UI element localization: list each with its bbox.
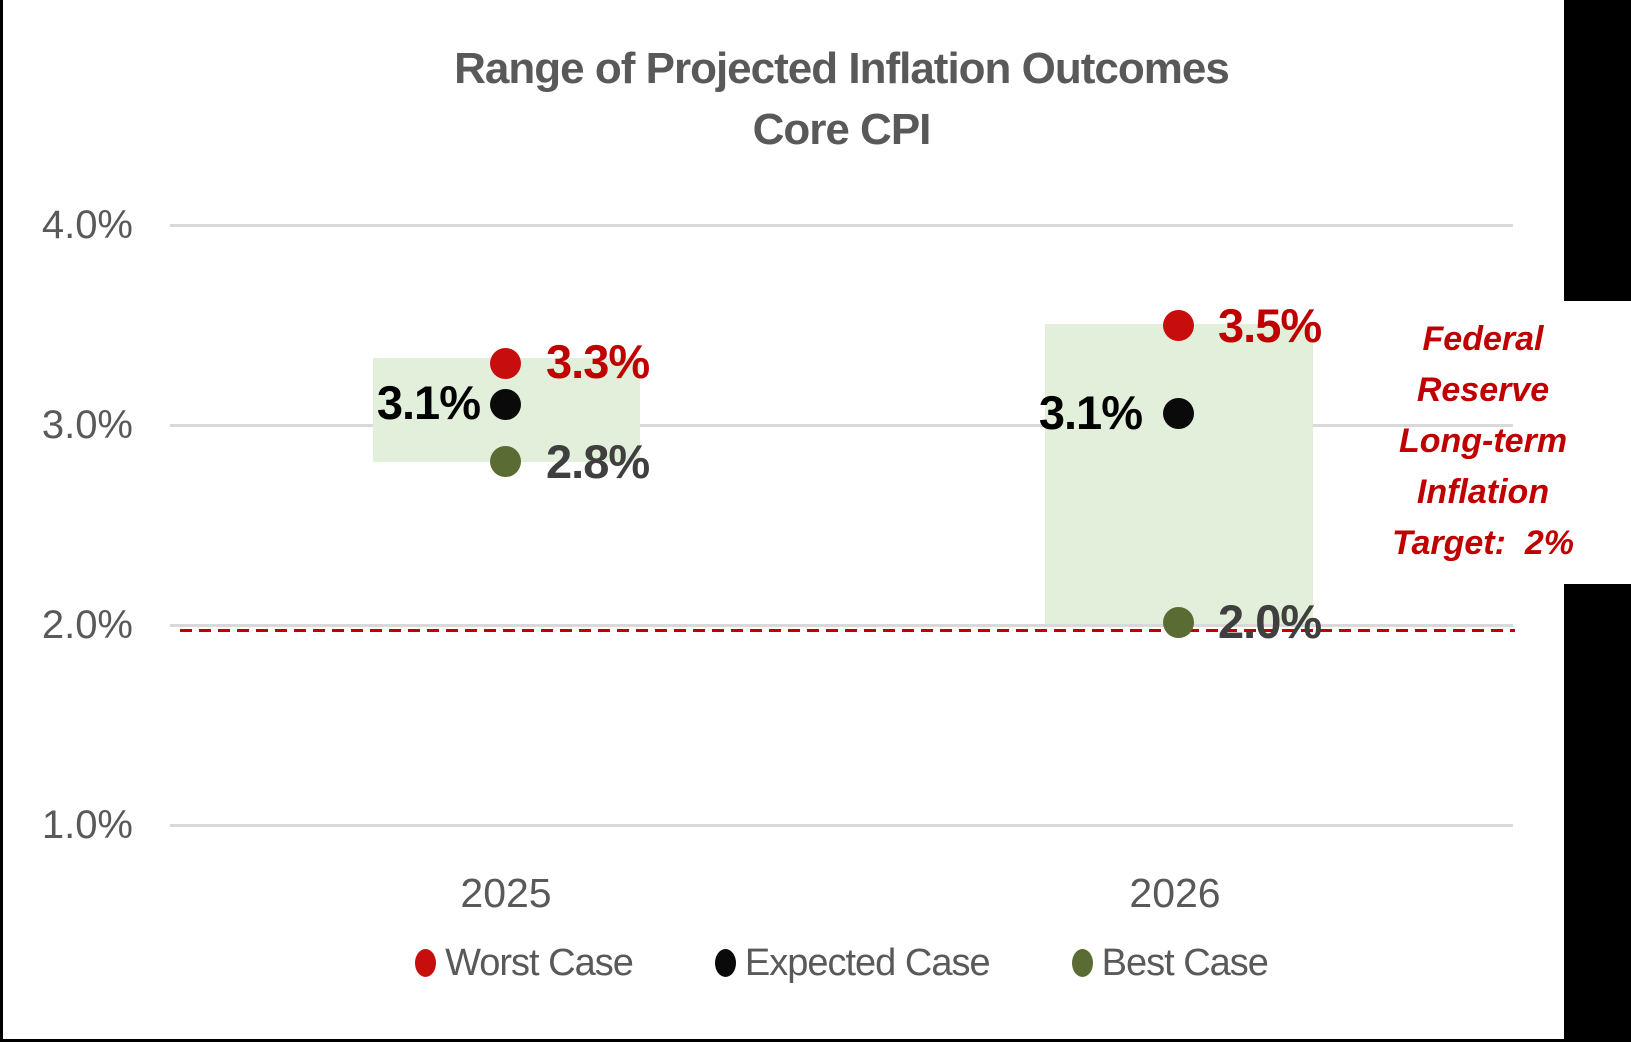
expected-case-dot-2026 (1163, 398, 1194, 429)
legend-label-worst-case: Worst Case (445, 941, 634, 984)
gridline-2-percent (170, 624, 1513, 627)
annotation-line-1: Federal (1422, 320, 1544, 358)
worst-case-label-2025: 3.3% (546, 335, 650, 388)
gridline-1-percent (170, 824, 1513, 827)
expected-case-marker-icon (714, 949, 736, 977)
worst-case-dot-2025 (490, 348, 521, 379)
worst-case-marker-icon (415, 949, 437, 977)
legend-label-best-case: Best Case (1101, 941, 1269, 984)
chart-title-line1: Range of Projected Inflation Outcomes (454, 44, 1230, 93)
best-case-marker-icon (1071, 949, 1093, 977)
ytick-4-percent: 4.0% (41, 203, 133, 247)
annotation-line-5: Target: 2% (1391, 524, 1574, 562)
expected-case-dot-2025 (490, 389, 521, 420)
fed-target-annotation: Federal Reserve Long-term Inflation Targ… (1385, 314, 1581, 569)
left-border-line (0, 0, 3, 1042)
best-case-label-2025: 2.8% (546, 435, 650, 488)
gridline-4-percent (170, 224, 1513, 227)
black-redaction-block-top-right (1564, 0, 1631, 301)
expected-case-label-2025: 3.1% (376, 376, 481, 429)
worst-case-label-2026: 3.5% (1218, 299, 1322, 352)
annotation-line-4: Inflation (1416, 473, 1550, 511)
best-case-dot-2026 (1163, 607, 1194, 638)
legend-item-expected-case: Expected Case (714, 941, 991, 985)
xtick-2026: 2026 (1129, 870, 1221, 916)
range-box-2026 (1045, 324, 1313, 624)
legend-item-best-case: Best Case (1071, 941, 1269, 985)
bottom-border-line (0, 1039, 1631, 1042)
chart-legend: Worst Case Expected Case Best Case (170, 936, 1513, 990)
annotation-line-3: Long-term (1398, 422, 1568, 460)
best-case-label-2026: 2.0% (1218, 595, 1322, 648)
expected-case-label-2026: 3.1% (1038, 386, 1143, 439)
annotation-line-2: Reserve (1416, 371, 1550, 409)
worst-case-dot-2026 (1163, 310, 1194, 341)
ytick-1-percent: 1.0% (41, 803, 133, 847)
chart-title-line2: Core CPI (752, 105, 932, 154)
legend-item-worst-case: Worst Case (415, 941, 634, 985)
ytick-2-percent: 2.0% (41, 603, 133, 647)
chart-title: Range of Projected Inflation Outcomes Co… (170, 38, 1513, 160)
fed-target-dashed-line (180, 629, 1515, 632)
black-redaction-block-bottom-right (1564, 584, 1631, 1042)
legend-label-expected-case: Expected Case (744, 941, 991, 984)
xtick-2025: 2025 (460, 870, 552, 916)
best-case-dot-2025 (490, 446, 521, 477)
ytick-3-percent: 3.0% (41, 403, 133, 447)
gridline-3-percent (170, 424, 1513, 427)
